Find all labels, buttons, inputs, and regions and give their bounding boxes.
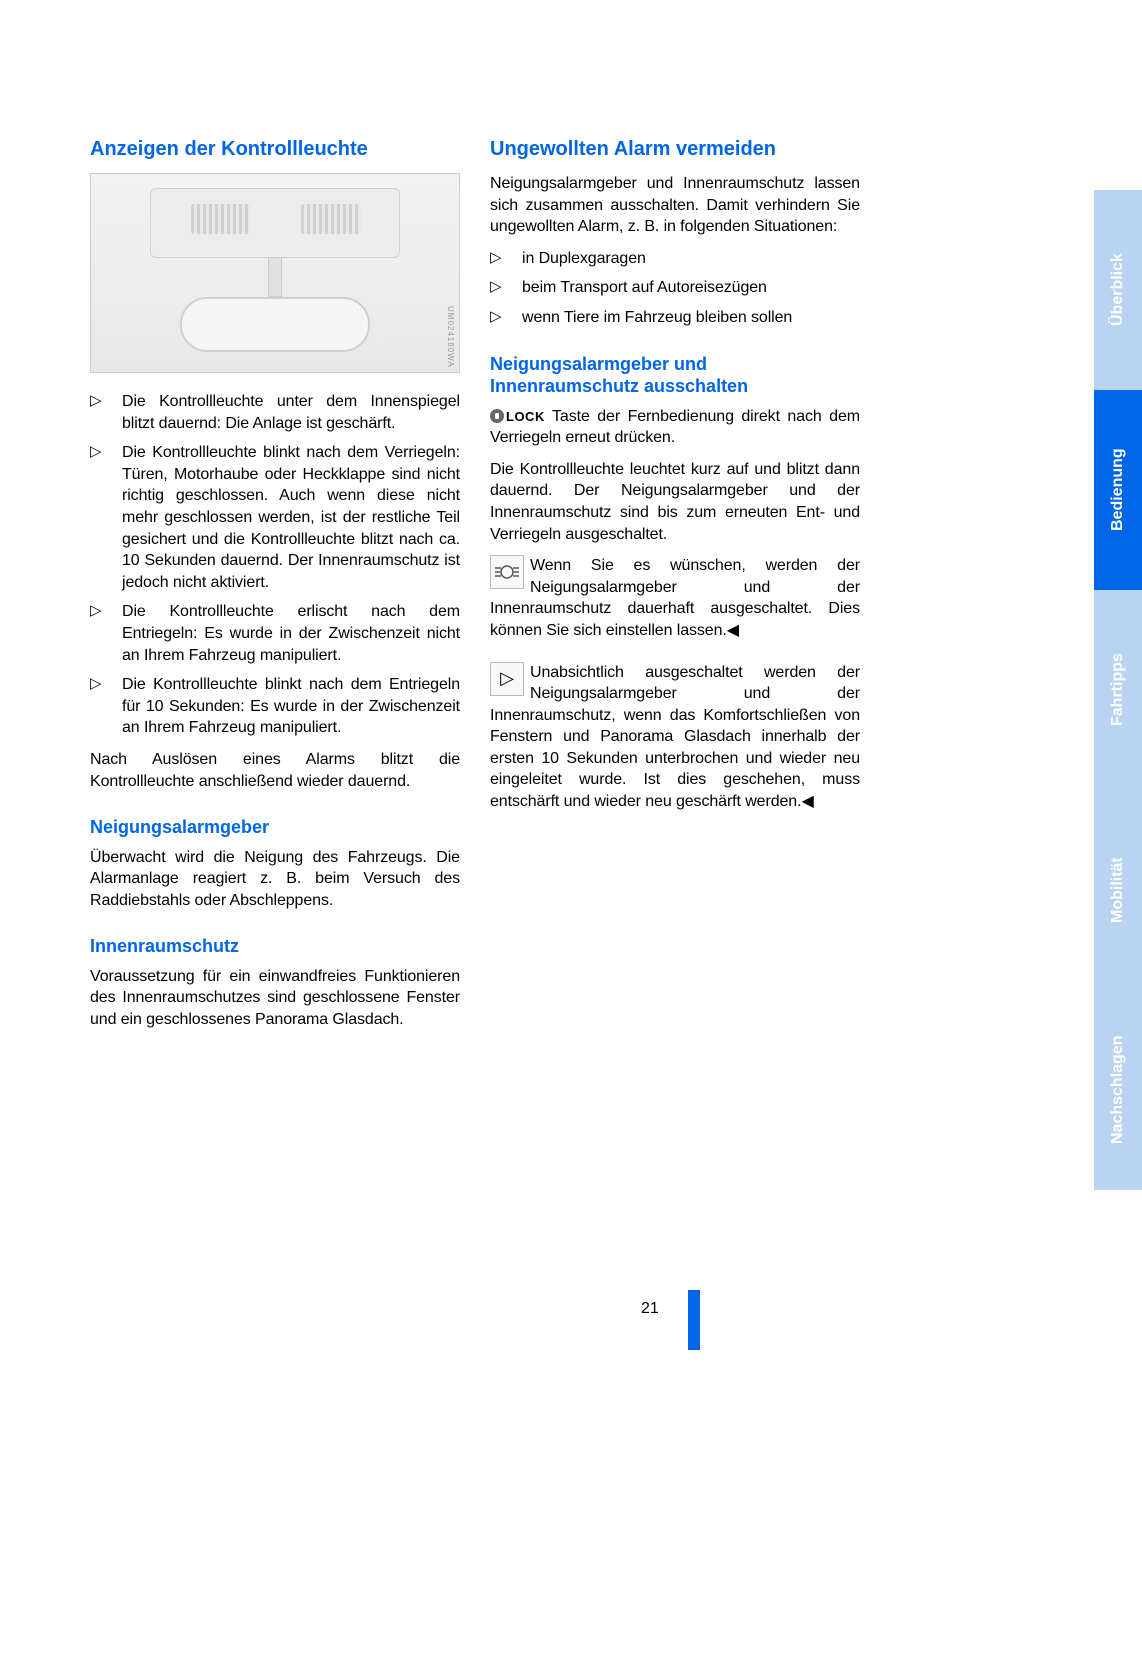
list-item: Die Kontrollleuchte blinkt nach dem Entr… [90,674,460,739]
tab-fahrtipps[interactable]: Fahrtipps [1094,590,1142,790]
figure-interior-mirror: UM024180WA [90,173,460,373]
paragraph: Voraussetzung für ein einwandfreies Funk… [90,966,460,1031]
lock-label: LOCK [506,409,545,424]
page-number-bar [688,1290,700,1350]
tab-bedienung[interactable]: Bedienung [1094,390,1142,590]
list-item: Die Kontrollleuchte blinkt nach dem Verr… [90,442,460,593]
arrow-note-icon: ▷ [490,662,524,696]
heading-innenraumschutz: Innenraumschutz [90,935,460,958]
note-text: Unabsichtlich ausgeschaltet werden der N… [490,662,860,813]
list-item: in Duplexgaragen [490,248,860,270]
heading-neigungsalarmgeber: Neigungsalarmgeber [90,816,460,839]
tab-nachschlagen[interactable]: Nachschlagen [1094,990,1142,1190]
paragraph: Nach Auslösen eines Alarms blitzt die Ko… [90,749,460,792]
bullet-list-situations: in Duplexgaragen beim Transport auf Auto… [490,248,860,329]
mini-logo-icon [490,555,524,589]
list-item: Die Kontrollleuchte unter dem Innenspieg… [90,391,460,434]
bullet-list-kontrollleuchte: Die Kontrollleuchte unter dem Innenspieg… [90,391,460,739]
note-caution: ▷ Unabsichtlich ausgeschaltet werden der… [490,662,860,823]
page-content: Anzeigen der Kontrollleuchte UM024180WA … [90,130,860,1041]
paragraph-lock: LOCK Taste der Fernbedienung direkt nach… [490,406,860,449]
tab-ueberblick[interactable]: Überblick [1094,190,1142,390]
heading-ungewollten-alarm: Ungewollten Alarm vermeiden [490,138,860,161]
heading-ausschalten: Neigungsalarmgeber und Innenraumschutz a… [490,353,860,398]
list-item: wenn Tiere im Fahrzeug bleiben sollen [490,307,860,329]
side-tabs: Überblick Bedienung Fahrtipps Mobilität … [1094,190,1142,1390]
paragraph: Neigungsalarmgeber und Innenraumschutz l… [490,173,860,238]
figure-code: UM024180WA [446,306,455,368]
tab-mobilitaet[interactable]: Mobilität [1094,790,1142,990]
list-item: beim Transport auf Autoreisezügen [490,277,860,299]
list-item: Die Kontrollleuchte erlischt nach dem En… [90,601,460,666]
lock-icon [490,409,504,423]
left-column: Anzeigen der Kontrollleuchte UM024180WA … [90,130,460,1041]
right-column: Ungewollten Alarm vermeiden Neigungsalar… [490,130,860,1041]
paragraph: Die Kontrollleuchte leuchtet kurz auf un… [490,459,860,545]
lock-instruction: Taste der Fernbedienung direkt nach dem … [490,408,860,447]
heading-kontrollleuchte: Anzeigen der Kontrollleuchte [90,138,460,161]
paragraph: Überwacht wird die Neigung des Fahrzeugs… [90,847,460,912]
note-text: Wenn Sie es wünschen, werden der Neigung… [490,555,860,641]
note-setting: Wenn Sie es wünschen, werden der Neigung… [490,555,860,651]
page-number: 21 [641,1300,659,1318]
